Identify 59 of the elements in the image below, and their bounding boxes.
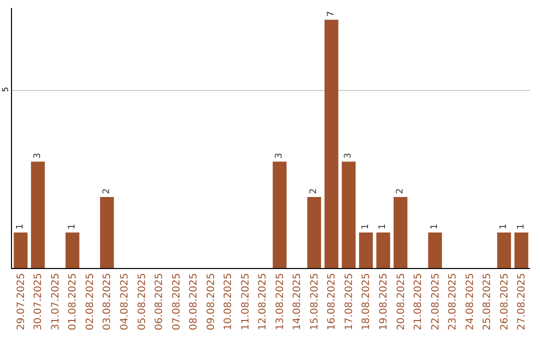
x-tick-label: 06.08.2025 — [154, 273, 166, 330]
bar — [100, 197, 114, 268]
x-tick-label: 21.08.2025 — [413, 273, 424, 330]
x-tick-label: 10.08.2025 — [223, 273, 234, 330]
x-tick-label: 08.08.2025 — [188, 273, 200, 330]
bar — [359, 232, 373, 268]
data-label: 3 — [274, 152, 285, 159]
x-tick-label: 24.08.2025 — [464, 273, 476, 330]
data-label: 3 — [32, 152, 43, 159]
data-label: 1 — [499, 224, 510, 230]
bar — [307, 197, 322, 268]
bar — [30, 162, 45, 268]
x-tick-label: 27.08.2025 — [516, 273, 528, 330]
data-label: 2 — [102, 188, 112, 194]
data-label: 2 — [396, 188, 406, 194]
bar — [324, 20, 338, 268]
x-tick-label: 29.07.2025 — [16, 273, 27, 330]
data-label: 1 — [430, 224, 440, 230]
x-tick-label: 05.08.2025 — [136, 273, 148, 330]
x-tick-label: 13.08.2025 — [274, 273, 286, 330]
x-tick-label: 16.08.2025 — [326, 273, 338, 330]
data-label: 7 — [326, 10, 336, 17]
y-tick-label: 5 — [0, 86, 10, 92]
x-tick-label: 30.07.2025 — [33, 273, 44, 330]
bar — [394, 197, 408, 268]
bar — [66, 232, 80, 268]
x-tick-label: 11.08.2025 — [240, 273, 252, 330]
x-tick-label: 09.08.2025 — [206, 273, 217, 330]
x-tick-label: 12.08.2025 — [258, 273, 269, 330]
data-label: 3 — [344, 152, 354, 159]
x-tick-label: 17.08.2025 — [344, 273, 355, 330]
x-tick-label: 01.08.2025 — [68, 273, 79, 330]
x-tick-label: 04.08.2025 — [119, 273, 130, 330]
x-tick-label: 31.07.2025 — [50, 273, 62, 330]
data-label: 1 — [378, 224, 388, 230]
bar — [342, 162, 356, 268]
data-label: 1 — [516, 224, 526, 230]
x-tick-label: 23.08.2025 — [448, 273, 459, 330]
x-tick-label: 15.08.2025 — [309, 273, 320, 330]
x-tick-label: 20.08.2025 — [396, 273, 407, 330]
x-tick-label: 25.08.2025 — [482, 273, 494, 330]
bar — [514, 232, 528, 268]
x-tick-label: 19.08.2025 — [378, 273, 390, 330]
x-tick-label: 07.08.2025 — [171, 273, 182, 330]
data-label: 1 — [16, 224, 26, 230]
data-label: 2 — [309, 188, 320, 194]
bar — [376, 232, 390, 268]
x-tick-label: 22.08.2025 — [430, 273, 442, 330]
x-tick-label: 18.08.2025 — [361, 273, 372, 330]
x-tick-label: 14.08.2025 — [292, 273, 304, 330]
bar — [272, 162, 287, 268]
bar — [14, 232, 28, 268]
bar — [497, 232, 512, 268]
data-label: 1 — [67, 224, 78, 230]
x-tick-label: 02.08.2025 — [84, 273, 96, 330]
x-tick-label: 26.08.2025 — [499, 273, 510, 330]
data-label: 1 — [360, 224, 371, 230]
bar — [428, 232, 442, 268]
x-tick-label: 03.08.2025 — [102, 273, 114, 330]
